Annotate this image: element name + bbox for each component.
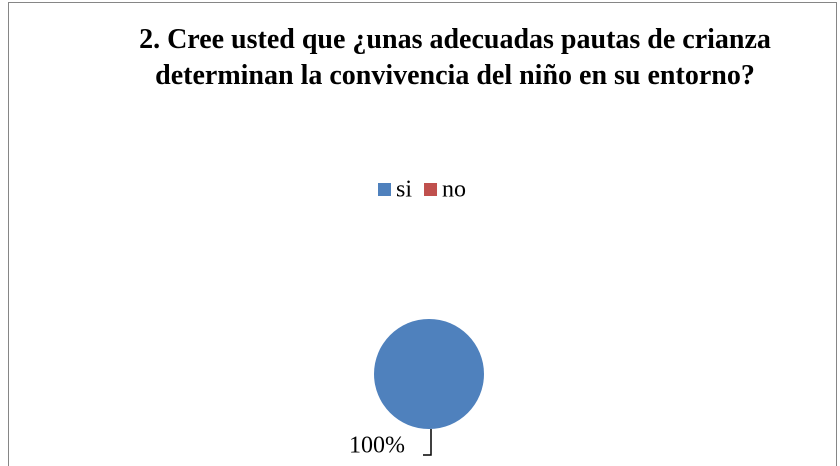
data-label: 100% xyxy=(349,433,405,459)
legend-label: no xyxy=(442,177,466,203)
leader-line xyxy=(423,429,432,456)
legend-swatch xyxy=(424,183,438,196)
chart-frame xyxy=(8,2,837,466)
pie-slice xyxy=(374,319,484,429)
legend-label: si xyxy=(396,177,412,203)
chart-title: 2. Cree usted que ¿unas adecuadas pautas… xyxy=(139,24,771,91)
legend-swatch xyxy=(378,183,391,196)
